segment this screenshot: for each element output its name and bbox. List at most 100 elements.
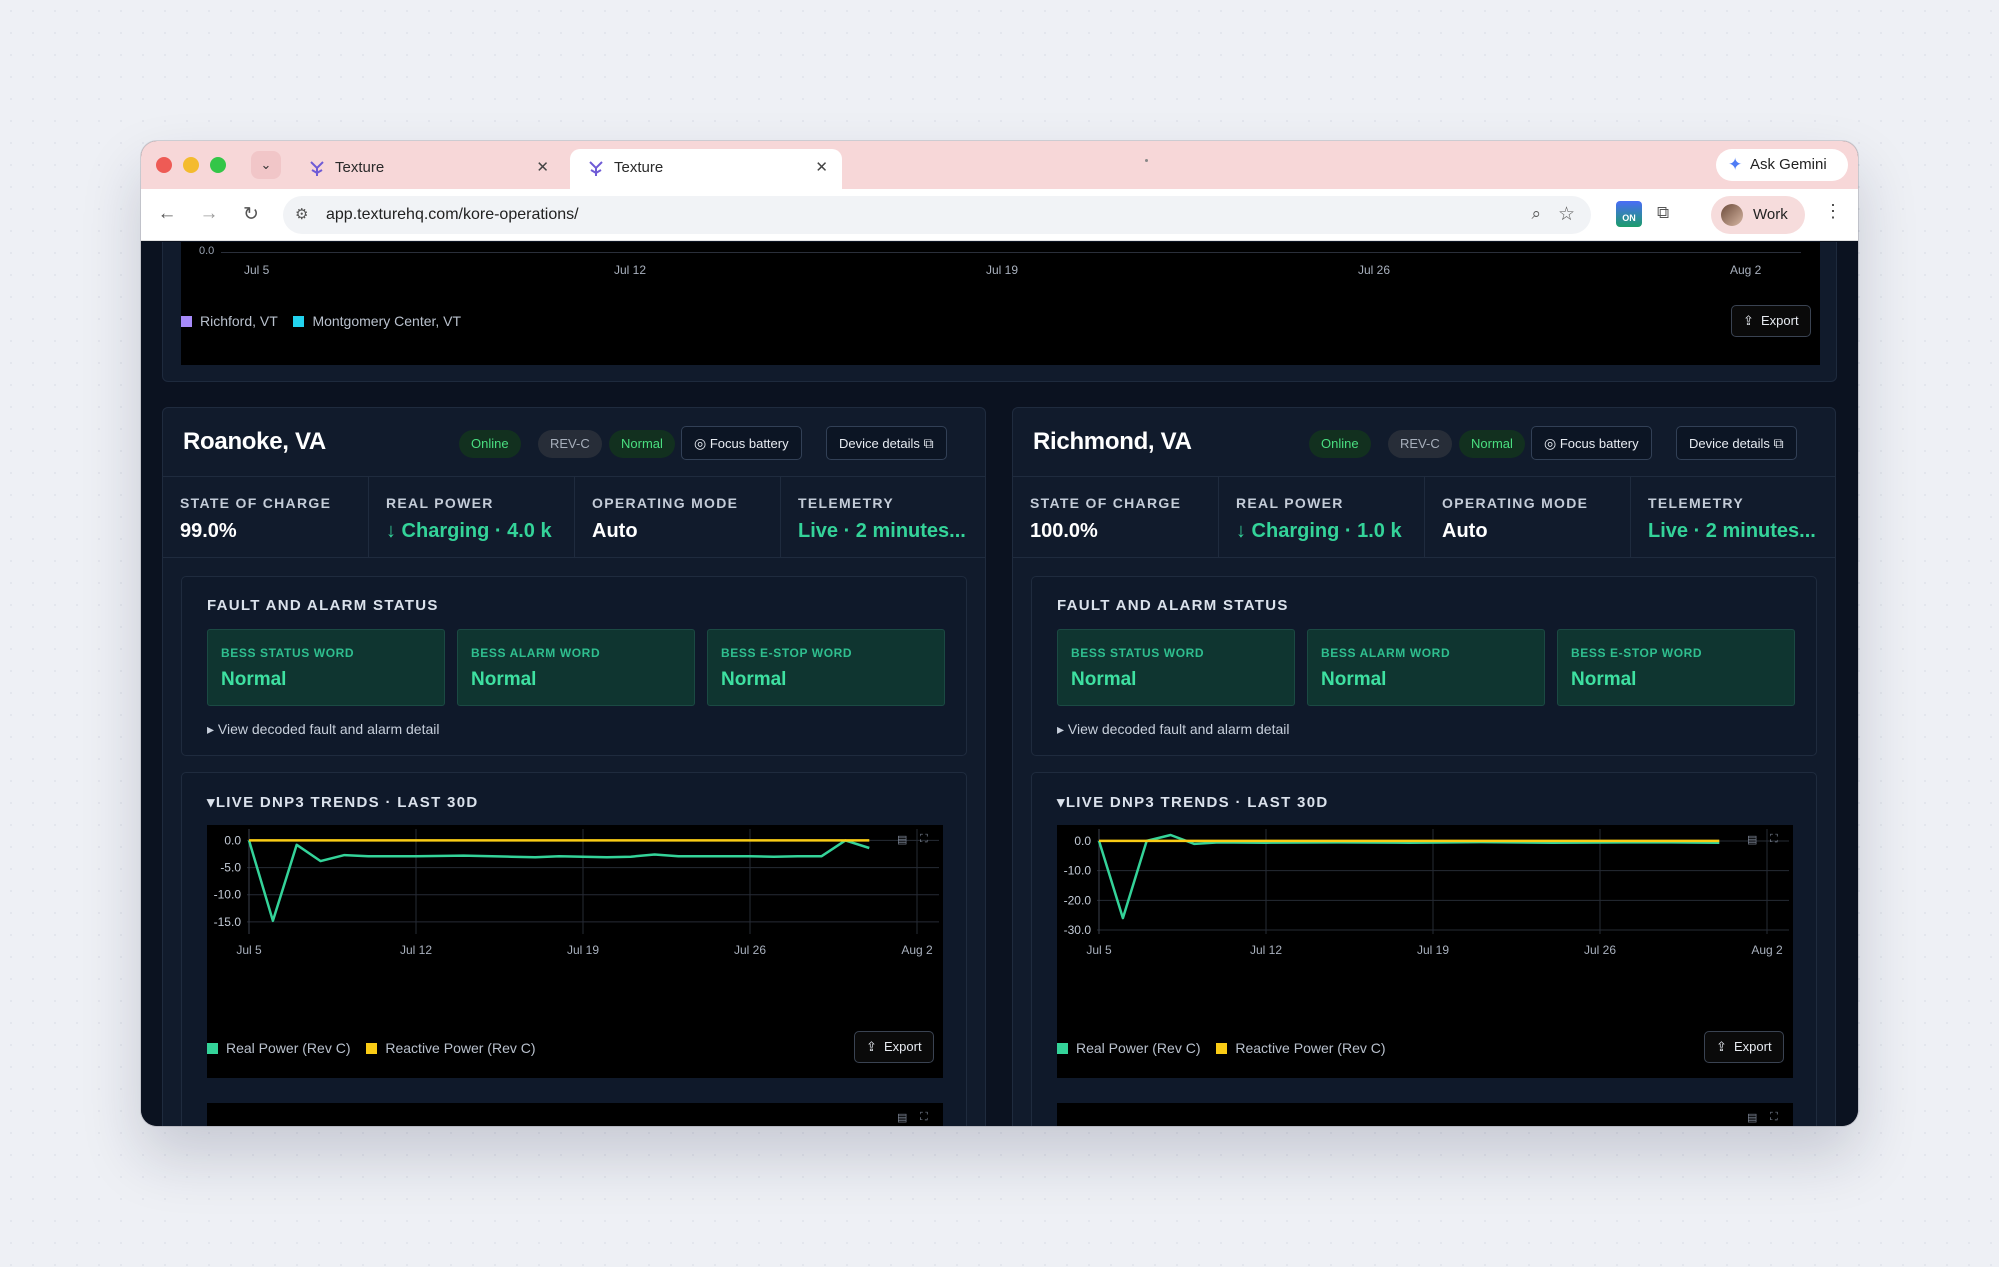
view-fault-detail-toggle[interactable]: ▸ View decoded fault and alarm detail [1057,721,1290,737]
device-details-button[interactable]: Device details ⧉ [826,426,947,460]
extension-on-icon[interactable]: ON [1616,201,1642,227]
profile-button[interactable]: Work [1711,196,1805,234]
stat-label: TELEMETRY [798,495,894,511]
tab-strip-dot [1145,159,1148,162]
url-text[interactable]: app.texturehq.com/kore-operations/ [326,206,579,223]
export-button[interactable]: ⇪ Export [854,1031,934,1063]
maximize-window-button[interactable] [210,157,226,173]
stat-label: OPERATING MODE [1442,495,1589,511]
fault-alarm-card: FAULT AND ALARM STATUS BESS STATUS WORD … [181,576,967,756]
tab-search-button[interactable]: ⌄ [251,151,281,179]
y-tick-label: 0.0 [199,245,215,257]
fullscreen-icon[interactable]: ⛶ [1770,833,1778,845]
x-tick-label: Jul 12 [400,943,432,957]
table-view-icon[interactable]: ▤ [1747,1112,1758,1124]
fault-label: BESS STATUS WORD [221,646,355,660]
fullscreen-icon[interactable]: ⛶ [920,833,928,845]
section-title: FAULT AND ALARM STATUS [207,597,439,614]
site-panel-richmond: Richmond, VA Online REV-C Normal ◎ Focus… [1012,407,1836,1126]
series-line-real-power [247,839,870,923]
share-upload-icon: ⇪ [866,1039,877,1054]
series-line-real-power [1097,833,1720,920]
fault-value: Normal [1071,669,1137,690]
tab-close-icon[interactable]: ✕ [815,159,828,176]
tab-title: Texture [614,159,664,176]
secondary-trend-chart: ▤ ⛶ [207,1103,943,1126]
fault-label: BESS ALARM WORD [1321,646,1451,660]
status-badge-normal: Normal [1459,430,1525,458]
forward-arrow-icon[interactable]: → [199,203,219,224]
legend-entry: Montgomery Center, VT [312,313,462,329]
minimize-window-button[interactable] [183,157,199,173]
dnp3-trend-chart: Jul 5 Jul 12 Jul 19 Jul 26 Aug 2 0.0 -10.0 -20.… [1057,825,1793,1078]
profile-label: Work [1753,206,1788,223]
tab-close-icon[interactable]: ✕ [536,159,549,176]
trend-title-toggle[interactable]: ▾LIVE DNP3 TRENDS · LAST 30D [1057,794,1329,811]
view-fault-detail-toggle[interactable]: ▸ View decoded fault and alarm detail [207,721,440,737]
y-tick-label: -20.0 [1064,893,1092,907]
device-details-button[interactable]: Device details ⧉ [1676,426,1797,460]
fullscreen-icon[interactable]: ⛶ [1770,1111,1778,1123]
extension-badge-label: ON [1622,213,1636,223]
reload-icon[interactable]: ↻ [243,204,259,225]
fault-value: Normal [1321,669,1387,690]
tab-title: Texture [335,159,385,176]
table-view-icon[interactable]: ▤ [897,1112,908,1124]
share-upload-icon: ⇪ [1716,1039,1727,1054]
x-tick-label: Aug 2 [901,943,933,957]
fault-label: BESS E-STOP WORD [721,646,853,660]
ask-gemini-label: Ask Gemini [1750,156,1827,173]
bookmark-star-icon[interactable]: ☆ [1557,204,1575,225]
extensions-puzzle-icon[interactable]: ⧉ [1657,203,1670,222]
stat-label: STATE OF CHARGE [1030,495,1182,511]
x-tick-label: Aug 2 [1751,943,1783,957]
fault-label: BESS E-STOP WORD [1571,646,1703,660]
external-link-icon: ⧉ [923,435,934,451]
y-tick-label: -10.0 [214,888,242,902]
ask-gemini-button[interactable]: ✦ Ask Gemini [1716,149,1848,181]
browser-tab-texture[interactable]: Texture ✕ [291,149,563,189]
legend-swatch [293,316,305,327]
x-tick-label: Jul 12 [614,263,647,277]
stat-value: 99.0% [180,520,237,542]
fault-box-estop: BESS E-STOP WORD Normal [707,629,945,706]
trend-title-toggle[interactable]: ▾LIVE DNP3 TRENDS · LAST 30D [207,794,479,811]
device-details-label: Device details [839,436,920,451]
legend-swatch [1216,1043,1228,1054]
x-axis-line [221,252,1801,253]
site-settings-icon[interactable]: ⚙ [295,206,309,223]
stat-value: ↓ Charging · 1.0 k [1236,520,1402,542]
stat-real-power: REAL POWER ↓ Charging · 4.0 k [369,477,575,557]
fault-value: Normal [221,669,287,690]
stat-label: REAL POWER [1236,495,1344,511]
fault-value: Normal [1571,669,1637,690]
close-window-button[interactable] [156,157,172,173]
legend-swatch [207,1043,218,1054]
x-tick-label: Jul 19 [1417,943,1449,957]
tab-strip: ⌄ Texture ✕ Texture ✕ ✦ Ask Gemini [141,141,1858,189]
export-label: Export [1734,1039,1772,1054]
stat-telemetry: TELEMETRY Live · 2 minutes... [781,477,987,557]
x-tick-label: Jul 5 [244,263,270,277]
export-button[interactable]: ⇪ Export [1731,305,1811,337]
browser-tab-texture-active[interactable]: Texture ✕ [570,149,842,189]
address-bar[interactable]: ⚙ app.texturehq.com/kore-operations/ ⌕ ☆ [283,196,1591,234]
fullscreen-icon[interactable]: ⛶ [920,1111,928,1123]
export-button[interactable]: ⇪ Export [1704,1031,1784,1063]
browser-toolbar: ← → ↻ ⚙ app.texturehq.com/kore-operation… [141,189,1858,241]
fault-value: Normal [471,669,537,690]
browser-window: ⌄ Texture ✕ Texture ✕ ✦ Ask Gemini ← → ↻… [141,141,1858,1126]
back-arrow-icon[interactable]: ← [157,203,177,224]
focus-battery-button[interactable]: ◎ Focus battery [681,426,802,460]
table-view-icon[interactable]: ▤ [897,834,908,846]
y-tick-label: -30.0 [1064,923,1092,937]
dnp3-trend-chart: Jul 5 Jul 12 Jul 19 Jul 26 Aug 2 0.0 -5.0 -10.0… [207,825,943,1078]
stat-state-of-charge: STATE OF CHARGE 99.0% [163,477,369,557]
stat-label: OPERATING MODE [592,495,739,511]
zoom-icon[interactable]: ⌕ [1531,204,1541,223]
texture-logo-icon [310,161,324,176]
table-view-icon[interactable]: ▤ [1747,834,1758,846]
more-menu-icon[interactable]: ⋮ [1824,201,1842,221]
focus-battery-button[interactable]: ◎ Focus battery [1531,426,1652,460]
page-viewport: 0.0 Jul 5 Jul 12 Jul 19 Jul 26 Aug 2 Ric… [141,242,1858,1126]
